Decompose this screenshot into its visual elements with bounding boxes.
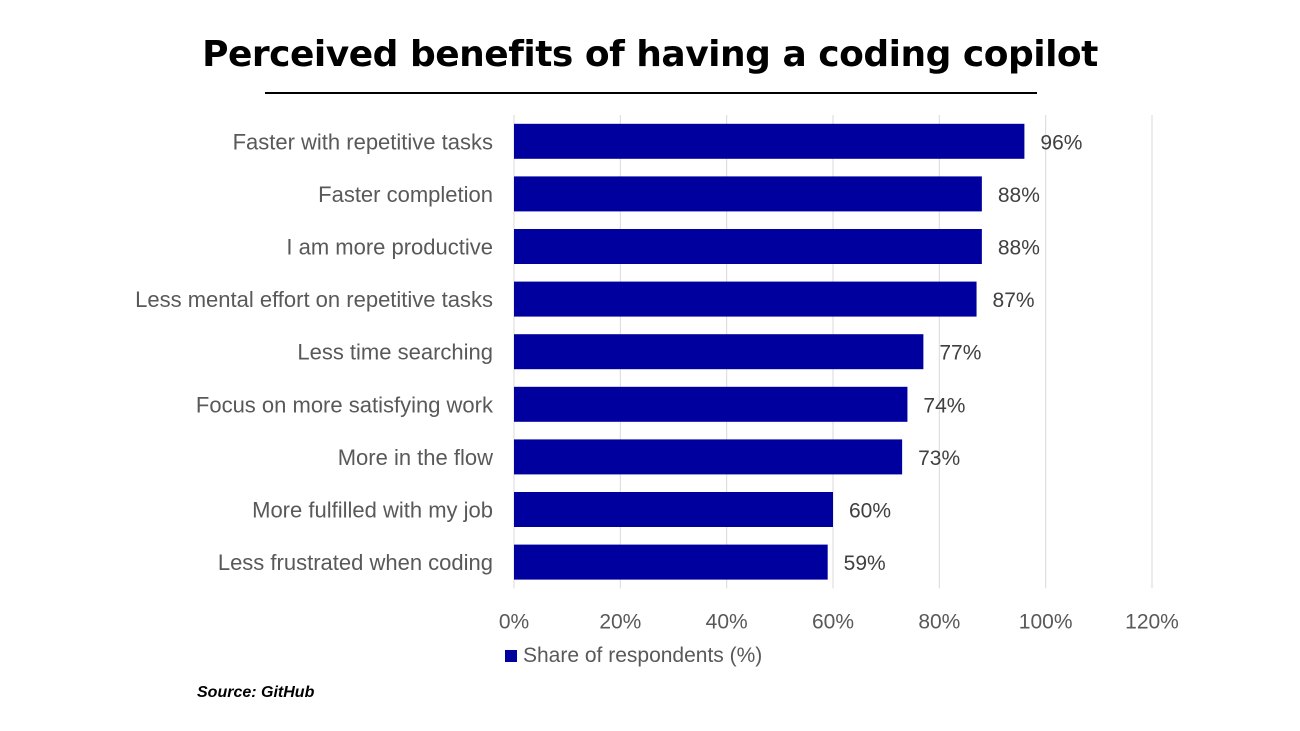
bar	[514, 439, 903, 475]
bar	[514, 176, 982, 212]
category-label: Less mental effort on repetitive tasks	[135, 287, 493, 312]
bar	[514, 492, 833, 527]
x-tick-label: 20%	[599, 610, 641, 633]
chart-title: Perceived benefits of having a coding co…	[202, 34, 1098, 75]
bar	[514, 229, 982, 264]
bar-chart: Faster with repetitive tasks Faster compl…	[135, 115, 1179, 633]
data-label: 88%	[998, 237, 1040, 260]
category-label: More fulfilled with my job	[252, 498, 493, 523]
bar	[514, 334, 924, 370]
source-note: Source: GitHub	[197, 684, 315, 701]
bar	[514, 544, 828, 580]
data-label: 60%	[849, 500, 891, 523]
x-tick-label: 0%	[499, 610, 529, 633]
category-label: I am more productive	[286, 235, 493, 260]
x-axis-tick-labels: 0% 20% 40% 60% 80% 100% 120%	[499, 610, 1179, 633]
data-label: 59%	[844, 552, 886, 575]
category-label: More in the flow	[338, 445, 493, 470]
category-label: Less time searching	[297, 340, 493, 365]
legend: Share of respondents (%)	[505, 644, 762, 668]
bar	[514, 281, 977, 317]
x-tick-label: 60%	[812, 610, 854, 633]
data-label: 77%	[939, 342, 981, 365]
data-label: 87%	[993, 289, 1035, 312]
bar	[514, 123, 1025, 159]
data-label: 74%	[923, 394, 965, 417]
x-tick-label: 40%	[706, 610, 748, 633]
data-label: 96%	[1040, 131, 1082, 154]
x-tick-label: 100%	[1019, 610, 1073, 633]
legend-swatch	[505, 650, 517, 662]
data-labels: 96% 88% 88% 87% 77% 74% 73% 60% 59%	[844, 131, 1083, 575]
bars	[514, 123, 1025, 580]
category-label: Faster with repetitive tasks	[233, 129, 493, 154]
category-label: Focus on more satisfying work	[196, 392, 494, 417]
bar	[514, 386, 908, 422]
legend-label: Share of respondents (%)	[523, 644, 763, 667]
category-label: Less frustrated when coding	[218, 550, 493, 575]
category-labels: Faster with repetitive tasks Faster compl…	[135, 129, 494, 575]
title-divider	[265, 92, 1037, 94]
x-tick-label: 120%	[1125, 610, 1179, 633]
x-tick-label: 80%	[918, 610, 960, 633]
category-label: Faster completion	[318, 182, 493, 207]
data-label: 73%	[918, 447, 960, 470]
data-label: 88%	[998, 184, 1040, 207]
